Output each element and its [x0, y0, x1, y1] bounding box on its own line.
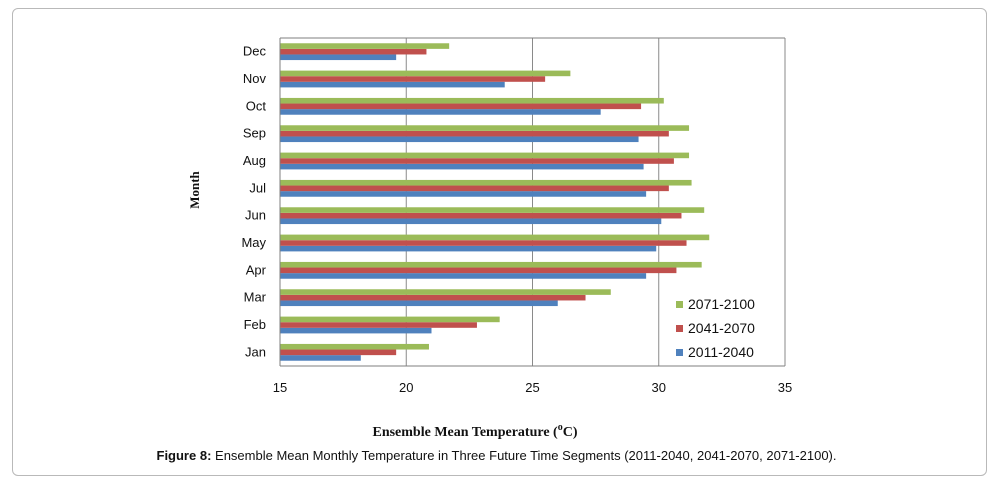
bar-mar-2011-2040 — [280, 300, 558, 307]
bar-jun-2071-2100 — [280, 207, 705, 213]
bar-mar-2071-2100 — [280, 289, 611, 295]
bar-nov-2011-2040 — [280, 81, 505, 88]
bar-aug-2041-2070 — [280, 158, 674, 164]
x-axis-title-text: Ensemble Mean Temperature ( — [372, 425, 558, 440]
bar-apr-2011-2040 — [280, 273, 647, 279]
bar-feb-2071-2100 — [280, 316, 500, 323]
bar-aug-2071-2100 — [280, 152, 690, 159]
bar-oct-2071-2100 — [280, 97, 664, 104]
y-tick-label-dec: Dec — [243, 44, 267, 59]
bar-mar-2041-2070 — [280, 294, 586, 301]
legend-swatch-2011-2040 — [676, 349, 683, 356]
bar-jul-2011-2040 — [280, 191, 647, 197]
bar-sep-2071-2100 — [280, 125, 690, 131]
bar-nov-2071-2100 — [280, 70, 571, 77]
legend-swatch-2041-2070 — [676, 325, 683, 332]
bar-apr-2071-2100 — [280, 261, 702, 268]
x-axis-title-superscript: o — [558, 422, 563, 433]
x-tick-label-20: 20 — [399, 380, 413, 395]
y-tick-label-oct: Oct — [246, 98, 267, 113]
bar-may-2041-2070 — [280, 240, 687, 246]
x-axis-title: Ensemble Mean Temperature (oC) — [372, 422, 577, 440]
y-tick-label-feb: Feb — [244, 317, 266, 332]
y-tick-label-sep: Sep — [243, 126, 266, 141]
bar-jan-2071-2100 — [280, 343, 429, 350]
bar-sep-2041-2070 — [280, 130, 669, 137]
bar-jan-2041-2070 — [280, 349, 397, 356]
legend-swatch-2071-2100 — [676, 301, 683, 308]
legend-label-2071-2100: 2071-2100 — [688, 296, 755, 312]
y-tick-label-apr: Apr — [246, 262, 267, 277]
x-tick-label-30: 30 — [652, 380, 666, 395]
bar-apr-2041-2070 — [280, 267, 677, 274]
y-tick-label-jul: Jul — [249, 180, 266, 195]
bar-dec-2011-2040 — [280, 54, 397, 61]
y-tick-label-aug: Aug — [243, 153, 266, 168]
bar-oct-2041-2070 — [280, 103, 642, 110]
bar-feb-2041-2070 — [280, 322, 477, 328]
bar-sep-2011-2040 — [280, 136, 639, 143]
bar-aug-2011-2040 — [280, 163, 644, 170]
x-tick-label-35: 35 — [778, 380, 792, 395]
bar-may-2071-2100 — [280, 234, 710, 241]
bar-may-2011-2040 — [280, 245, 657, 252]
bar-oct-2011-2040 — [280, 109, 601, 115]
caption-text: Ensemble Mean Monthly Temperature in Thr… — [211, 448, 837, 463]
bar-dec-2041-2070 — [280, 48, 427, 55]
x-tick-label-25: 25 — [525, 380, 539, 395]
bar-jul-2041-2070 — [280, 185, 669, 192]
y-tick-label-jan: Jan — [245, 344, 266, 359]
x-tick-labels: 15 20 25 30 35 — [273, 380, 792, 395]
legend-label-2011-2040: 2011-2040 — [688, 344, 754, 360]
bar-dec-2071-2100 — [280, 43, 450, 49]
bar-jul-2071-2100 — [280, 179, 692, 186]
y-tick-label-mar: Mar — [244, 290, 267, 305]
bar-nov-2041-2070 — [280, 76, 546, 82]
y-tick-labels: Jan Feb Mar Apr May Jun Jul Aug Sep Oct Nov Dec — [241, 44, 266, 360]
figure-caption: Figure 8: Ensemble Mean Monthly Temperat… — [0, 448, 993, 463]
legend: 2071-2100 2041-2070 2011-2040 — [676, 296, 755, 360]
legend-label-2041-2070: 2041-2070 — [688, 320, 755, 336]
bar-feb-2011-2040 — [280, 327, 432, 334]
bar-jun-2041-2070 — [280, 212, 682, 219]
y-tick-label-jun: Jun — [245, 208, 266, 223]
bars — [280, 43, 710, 361]
x-axis-title-unit: C) — [563, 425, 578, 440]
y-tick-label-may: May — [241, 235, 266, 250]
bar-jun-2011-2040 — [280, 218, 662, 225]
bar-jan-2011-2040 — [280, 355, 361, 361]
caption-label: Figure 8: — [156, 448, 212, 463]
y-tick-label-nov: Nov — [243, 71, 267, 86]
x-tick-label-15: 15 — [273, 380, 287, 395]
y-axis-title: Month — [187, 170, 202, 208]
